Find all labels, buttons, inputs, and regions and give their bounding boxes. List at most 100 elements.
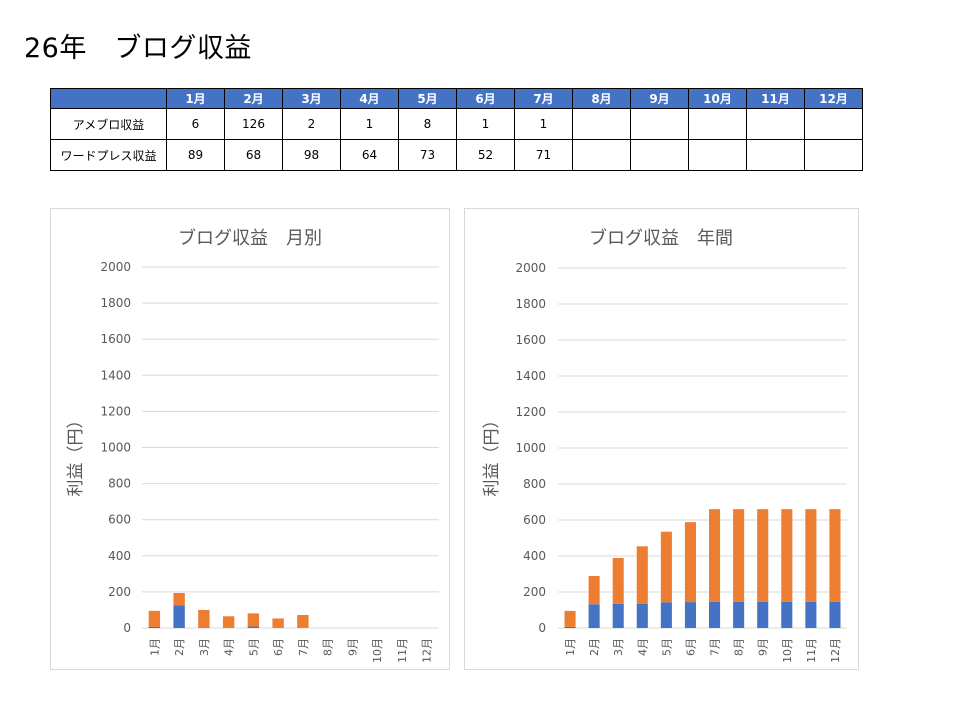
y-tick-label: 1600 <box>100 332 131 346</box>
y-tick-label: 600 <box>108 513 131 527</box>
y-tick-label: 1000 <box>100 441 131 455</box>
monthly-chart-svg: ブログ収益 月別 0 200 400 600 800 1000 1200 1400 1600 180… <box>66 227 439 663</box>
y-tick-label: 1200 <box>100 404 131 418</box>
bar-segment <box>709 601 721 628</box>
table-cell <box>572 139 631 171</box>
bar-segment <box>173 605 185 628</box>
y-tick-label: 1000 <box>515 441 546 455</box>
x-tick-label: 11月 <box>805 638 818 663</box>
bar-segment <box>564 610 576 627</box>
x-tick-label: 9月 <box>757 638 770 656</box>
row-label: ワードプレス収益 <box>50 139 167 171</box>
table-cell <box>746 108 805 140</box>
table-cell: 1 <box>340 108 399 140</box>
bar-segment <box>588 575 600 605</box>
bar-segment <box>222 616 235 628</box>
month-header: 11月 <box>746 88 805 109</box>
table-cell: 2 <box>282 108 341 140</box>
chart-title: ブログ収益 年間 <box>589 227 733 249</box>
annual-chart-svg: ブログ収益 年間 0 200 400 600 800 1000 1200 1400 1600 180… <box>482 227 847 663</box>
y-tick-label: 800 <box>108 477 131 491</box>
y-tick-label: 800 <box>523 477 546 491</box>
bar-segment <box>829 601 841 628</box>
bar-segment <box>709 509 721 602</box>
x-tick-label: 8月 <box>733 638 746 656</box>
bar-segment <box>173 592 185 606</box>
bar-segment <box>684 602 696 628</box>
x-tick-label: 4月 <box>223 638 236 656</box>
x-tick-label: 7月 <box>709 638 722 656</box>
table-cell <box>630 108 689 140</box>
x-tick-label: 12月 <box>829 638 842 663</box>
month-header: 8月 <box>572 88 631 109</box>
y-tick-label: 1200 <box>515 405 546 419</box>
table-cell <box>746 139 805 171</box>
table-cell <box>804 139 863 171</box>
table-cell: 89 <box>166 139 225 171</box>
x-tick-label: 11月 <box>396 638 409 663</box>
chart-title: ブログ収益 月別 <box>178 227 322 249</box>
month-header: 4月 <box>340 88 399 109</box>
month-header: 12月 <box>804 88 863 109</box>
table-cell: 1 <box>456 108 515 140</box>
bar-segment <box>272 618 284 628</box>
bar-segment <box>636 546 648 604</box>
x-tick-label: 2月 <box>173 638 186 656</box>
table-header-row: 1月 2月 3月 4月 5月 6月 7月 8月 9月 10月 11月 12月 <box>50 88 863 109</box>
y-axis-label: 利益（円） <box>482 412 502 497</box>
table-cell: 64 <box>340 139 399 171</box>
bar-segment <box>636 603 648 628</box>
table-cell: 68 <box>224 139 283 171</box>
bar-segment <box>247 613 260 627</box>
table-row: ワードプレス収益 89 68 98 64 73 52 71 <box>50 139 863 171</box>
y-tick-label: 400 <box>523 549 546 563</box>
table-cell <box>688 139 747 171</box>
x-tick-label: 5月 <box>660 638 673 656</box>
x-tick-label: 12月 <box>421 638 434 663</box>
x-tick-label: 2月 <box>588 638 601 656</box>
bar-segment <box>148 610 161 627</box>
month-header: 1月 <box>166 88 225 109</box>
x-tick-label: 10月 <box>371 638 384 663</box>
x-tick-label: 4月 <box>636 638 649 656</box>
y-tick-label: 2000 <box>100 260 131 274</box>
month-header: 10月 <box>688 88 747 109</box>
bar-segment <box>733 601 745 628</box>
bar-segment <box>148 626 161 628</box>
month-header: 9月 <box>630 88 689 109</box>
bar-segment <box>660 531 672 603</box>
y-tick-label: 2000 <box>515 261 546 275</box>
table-cell: 52 <box>456 139 515 171</box>
bar-segment <box>612 557 624 604</box>
x-tick-label: 1月 <box>148 638 161 656</box>
bar-segment <box>805 601 817 628</box>
y-axis-label: 利益（円） <box>66 412 86 497</box>
bar-segment <box>198 609 210 628</box>
table-row: アメブロ収益 6 126 2 1 8 1 1 <box>50 108 863 140</box>
bar-segment <box>733 509 745 602</box>
table-cell: 126 <box>224 108 283 140</box>
y-tick-label: 1400 <box>515 369 546 383</box>
table-cell <box>688 108 747 140</box>
y-tick-label: 1600 <box>515 333 546 347</box>
x-tick-label: 9月 <box>346 638 359 656</box>
bar-segment <box>297 615 309 628</box>
month-header: 2月 <box>224 88 283 109</box>
y-tick-label: 1800 <box>515 297 546 311</box>
table-cell: 98 <box>282 139 341 171</box>
month-header: 6月 <box>456 88 515 109</box>
bar-segment <box>612 603 624 628</box>
bar-segment <box>660 602 672 628</box>
bar-segment <box>564 626 576 628</box>
bar-segment <box>781 601 793 628</box>
table-cell: 1 <box>514 108 573 140</box>
table-cell <box>804 108 863 140</box>
y-tick-label: 1400 <box>100 368 131 382</box>
x-tick-label: 3月 <box>612 638 625 656</box>
bar-segment <box>781 509 793 602</box>
bar-segment <box>757 601 769 628</box>
monthly-chart: ブログ収益 月別 0 200 400 600 800 1000 1200 1400 1600 180… <box>50 208 450 670</box>
table-cell <box>572 108 631 140</box>
bar-segment <box>829 509 841 602</box>
month-header: 5月 <box>398 88 457 109</box>
